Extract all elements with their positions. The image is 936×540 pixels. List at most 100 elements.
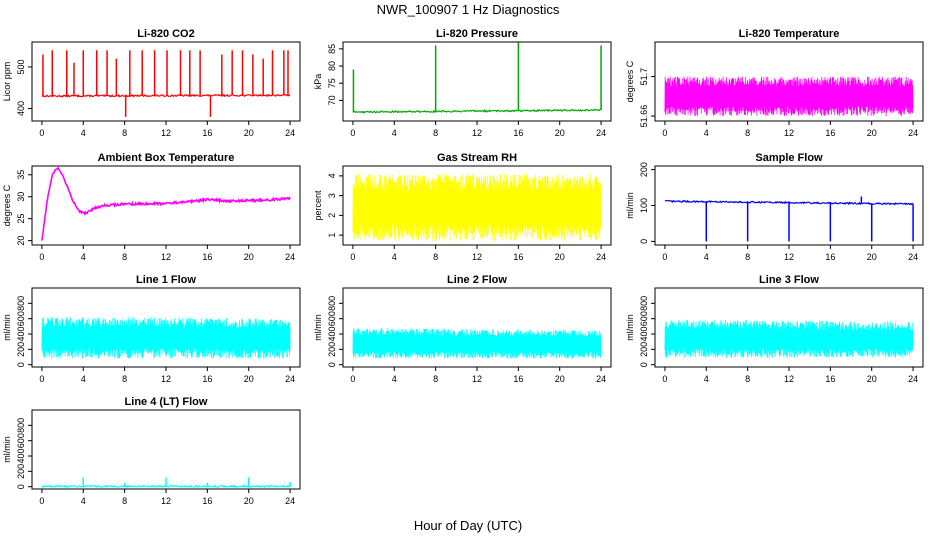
x-tick-label: 16 xyxy=(202,374,212,384)
panel-pressure: Li-820 Pressure kPa 0 4 8 12 16 20 24 70 75 80 85 xyxy=(313,28,612,138)
data-series xyxy=(664,76,914,117)
data-series xyxy=(41,166,291,241)
x-tick-label: 16 xyxy=(513,374,523,384)
x-tick-label: 4 xyxy=(81,128,86,138)
plot-frame xyxy=(31,409,301,490)
x-tick-label: 20 xyxy=(244,496,254,506)
data-series xyxy=(352,328,602,359)
x-tick-label: 0 xyxy=(39,496,44,506)
panel-title: Line 4 (LT) Flow xyxy=(125,396,208,408)
x-tick-label: 20 xyxy=(867,128,877,138)
plot-frame xyxy=(342,41,612,122)
x-tick-label: 24 xyxy=(908,128,918,138)
panel-title: Li-820 CO2 xyxy=(137,28,194,40)
x-tick-label: 20 xyxy=(555,252,565,262)
x-tick-label: 16 xyxy=(825,128,835,138)
x-tick-label: 12 xyxy=(472,374,482,384)
x-tick-label: 4 xyxy=(704,128,709,138)
y-tick-label: 4 xyxy=(327,173,337,178)
x-tick-label: 4 xyxy=(704,252,709,262)
series-line xyxy=(664,319,914,358)
y-tick-label: 35 xyxy=(16,170,26,180)
x-tick-label: 0 xyxy=(39,128,44,138)
x-tick-label: 20 xyxy=(244,252,254,262)
figure-title: NWR_100907 1 Hz Diagnostics xyxy=(376,2,560,17)
panel-title: Li-820 Pressure xyxy=(436,28,518,40)
x-tick-label: 24 xyxy=(285,374,295,384)
y-tick-label: 51.66 xyxy=(639,105,649,128)
x-tick-label: 8 xyxy=(122,496,127,506)
panel-line2: Line 2 Flow ml/min 0 4 8 12 16 20 24 0 20040060080… xyxy=(313,274,612,384)
y-tick-label: 80 xyxy=(327,61,337,71)
x-tick-label: 8 xyxy=(122,252,127,262)
x-tick-label: 8 xyxy=(745,252,750,262)
x-axis-title: Hour of Day (UTC) xyxy=(413,518,523,533)
x-tick-label: 0 xyxy=(39,374,44,384)
panel-line1: Line 1 Flow ml/min 0 4 8 12 16 20 24 0 20040060080… xyxy=(2,274,301,384)
y-axis-label: degrees C xyxy=(2,184,12,226)
y-tick-label: 400 xyxy=(16,449,26,464)
x-tick-label: 4 xyxy=(704,374,709,384)
panel-line4: Line 4 (LT) Flow ml/min 0 4 8 12 16 20 24 0 200400… xyxy=(2,396,301,506)
x-tick-label: 20 xyxy=(867,252,877,262)
data-series xyxy=(664,196,914,242)
y-tick-label: 0 xyxy=(639,362,649,367)
panel-title: Line 3 Flow xyxy=(759,274,819,286)
y-tick-label: 200 xyxy=(639,162,649,177)
x-tick-label: 12 xyxy=(784,128,794,138)
x-tick-label: 12 xyxy=(161,128,171,138)
x-tick-label: 0 xyxy=(39,252,44,262)
x-tick-label: 16 xyxy=(513,252,523,262)
x-tick-label: 24 xyxy=(596,374,606,384)
panel-title: Line 2 Flow xyxy=(447,274,507,286)
plot-frame xyxy=(31,165,301,246)
series-line xyxy=(352,108,602,114)
panel-title: Line 1 Flow xyxy=(136,274,196,286)
y-tick-label: 30 xyxy=(16,192,26,202)
x-tick-label: 16 xyxy=(825,252,835,262)
x-tick-label: 4 xyxy=(392,128,397,138)
y-axis-label: percent xyxy=(313,190,323,221)
y-tick-label: 600 xyxy=(639,311,649,326)
x-tick-label: 8 xyxy=(745,374,750,384)
x-tick-label: 8 xyxy=(122,374,127,384)
x-tick-label: 12 xyxy=(784,252,794,262)
panel-box_temp: Ambient Box Temperature degrees C 0 4 8 12 16 2… xyxy=(2,152,301,262)
x-tick-label: 20 xyxy=(244,374,254,384)
y-axis-label: ml/min xyxy=(625,192,635,219)
series-line xyxy=(41,166,291,241)
y-tick-label: 500 xyxy=(16,59,26,74)
panel-line3: Line 3 Flow ml/min 0 4 8 12 16 20 24 0 20040060080… xyxy=(625,274,924,384)
panel-title: Sample Flow xyxy=(755,152,823,164)
y-tick-label: 1 xyxy=(327,233,337,238)
data-series xyxy=(352,173,602,242)
y-tick-label: 400 xyxy=(16,327,26,342)
x-tick-label: 24 xyxy=(908,374,918,384)
y-axis-label: ml/min xyxy=(625,314,635,341)
x-tick-label: 24 xyxy=(596,252,606,262)
data-series xyxy=(41,477,291,489)
y-tick-label: 800 xyxy=(16,296,26,311)
x-tick-label: 24 xyxy=(285,252,295,262)
data-series xyxy=(664,319,914,358)
x-tick-label: 8 xyxy=(745,128,750,138)
y-tick-label: 0 xyxy=(639,239,649,244)
x-tick-label: 12 xyxy=(161,496,171,506)
x-tick-label: 0 xyxy=(662,252,667,262)
series-line xyxy=(352,173,602,242)
x-tick-label: 24 xyxy=(285,128,295,138)
x-tick-label: 8 xyxy=(122,128,127,138)
x-tick-label: 12 xyxy=(472,128,482,138)
y-axis-label: ml/min xyxy=(2,436,12,463)
x-tick-label: 0 xyxy=(350,252,355,262)
x-tick-label: 8 xyxy=(433,128,438,138)
x-tick-label: 0 xyxy=(350,128,355,138)
y-tick-label: 70 xyxy=(327,95,337,105)
panel-sample_flow: Sample Flow ml/min 0 4 8 12 16 20 24 0 100 200 xyxy=(625,152,924,262)
y-tick-label: 3 xyxy=(327,193,337,198)
y-tick-label: 200 xyxy=(639,342,649,357)
panel-co2: Li-820 CO2 Licor ppm 0 4 8 12 16 20 24 400 500 xyxy=(2,28,301,138)
data-series xyxy=(352,42,602,114)
